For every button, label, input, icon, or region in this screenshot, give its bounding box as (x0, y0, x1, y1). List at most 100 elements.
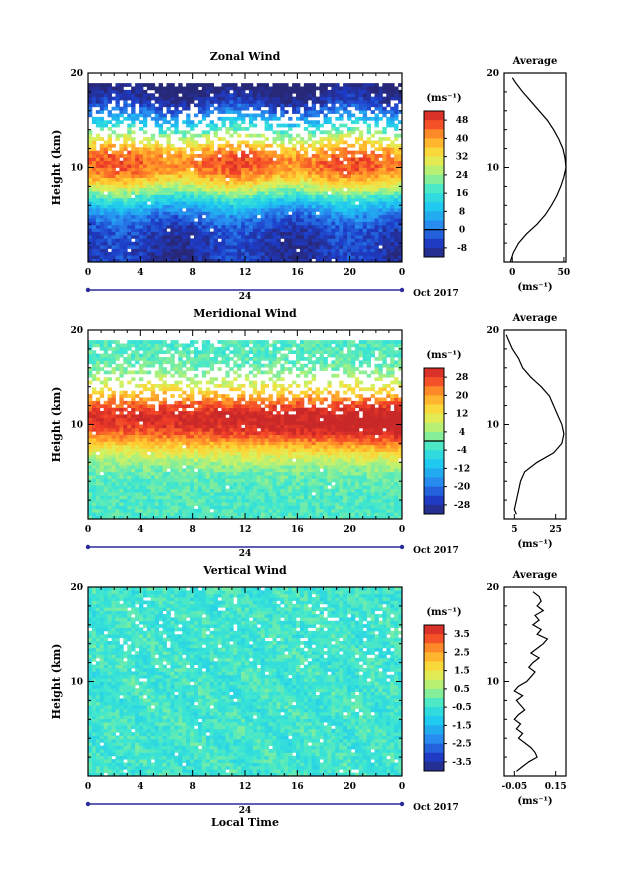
heatmap-cell (362, 187, 368, 192)
heatmap-cell (299, 103, 305, 108)
heatmap-cell (394, 231, 399, 236)
heatmap-cell (115, 157, 120, 162)
heatmap-cell (386, 485, 391, 490)
heatmap-cell (374, 515, 379, 520)
heatmap-cell (311, 481, 317, 486)
heatmap-cell (370, 100, 375, 104)
heatmap-cell (217, 201, 222, 206)
heatmap-cell (237, 251, 242, 256)
heatmap-cell (99, 137, 105, 141)
heatmap-cell (150, 508, 156, 513)
heatmap-cell (150, 116, 156, 121)
heatmap-cell (103, 184, 109, 189)
heatmap-cell (284, 255, 289, 260)
heatmap-cell (390, 106, 395, 111)
heatmap-cell (95, 150, 101, 155)
heatmap-cell (327, 235, 332, 239)
heatmap-cell (217, 184, 222, 189)
heatmap-cell (233, 481, 238, 486)
heatmap-cell (358, 133, 364, 138)
heatmap-cell (221, 478, 226, 483)
heatmap-cell (343, 194, 348, 199)
colorbar-segment (424, 220, 444, 231)
heatmap-cell (398, 255, 403, 260)
heatmap-cell (123, 133, 128, 138)
heatmap-cell (386, 110, 391, 114)
heatmap-cell (190, 154, 195, 158)
heatmap-cell (252, 191, 258, 195)
heatmap-cell (233, 160, 238, 165)
heatmap-cell (296, 508, 301, 513)
heatmap-cell (170, 245, 175, 249)
heatmap-cell (193, 164, 199, 168)
heatmap-cell (166, 231, 171, 236)
heatmap-cell (178, 235, 183, 239)
heatmap-cell (299, 86, 305, 91)
heatmap-cell (264, 505, 269, 510)
heatmap-cell (303, 113, 309, 118)
heatmap-cell (327, 164, 332, 168)
heatmap-cell (111, 468, 116, 473)
heatmap-cell (233, 150, 238, 155)
heatmap-cell (91, 241, 97, 246)
heatmap-cell (193, 485, 199, 490)
heatmap-cell (88, 197, 93, 202)
heatmap-cell (331, 251, 336, 256)
heatmap-cell (217, 167, 222, 172)
heatmap-cell (146, 204, 152, 209)
heatmap-cell (103, 83, 109, 87)
heatmap-cell (190, 245, 195, 249)
heatmap-cell (394, 218, 399, 222)
x-tick-label: 16 (291, 268, 304, 278)
heatmap-cell (303, 140, 309, 145)
heatmap-cell (256, 89, 262, 94)
heatmap-cell (241, 164, 246, 168)
heatmap-cell (386, 235, 391, 239)
heatmap-cell (248, 204, 254, 209)
heatmap-cell (280, 154, 285, 158)
heatmap-cell (158, 208, 163, 212)
heatmap-cell (315, 492, 320, 496)
heatmap-cell (323, 106, 328, 111)
heatmap-cell (166, 147, 171, 152)
heatmap-cell (264, 191, 269, 195)
heatmap-cell (241, 208, 246, 212)
heatmap-cell (111, 143, 116, 148)
heatmap-cell (299, 502, 305, 506)
heatmap-cell (107, 218, 112, 222)
heatmap-cell (115, 224, 120, 229)
heatmap-cell (390, 251, 395, 256)
heatmap-cell (213, 93, 218, 98)
heatmap-cell (127, 83, 132, 87)
heatmap-cell (319, 218, 324, 222)
heatmap-cell (107, 475, 112, 479)
heatmap-cell (296, 110, 301, 114)
heatmap-cell (158, 167, 163, 172)
heatmap-cell (237, 508, 242, 513)
heatmap-cell (91, 89, 97, 94)
heatmap-cell (284, 498, 289, 503)
heatmap-cell (221, 475, 226, 479)
heatmap-cell (186, 508, 191, 513)
heatmap-cell (347, 204, 352, 209)
heatmap-cell (245, 113, 250, 118)
heatmap-cell (146, 505, 152, 510)
heatmap-cell (115, 133, 120, 138)
heatmap-cell (358, 106, 364, 111)
heatmap-cell (88, 478, 93, 483)
heatmap-cell (139, 177, 144, 182)
heatmap-cell (354, 103, 360, 108)
heatmap-cell (366, 241, 372, 246)
heatmap-cell (135, 471, 140, 476)
heatmap-cell (123, 160, 128, 165)
heatmap-cell (358, 100, 364, 104)
heatmap-cell (178, 241, 183, 246)
heatmap-cell (115, 191, 120, 195)
heatmap-cell (174, 191, 179, 195)
heatmap-cell (394, 201, 399, 206)
heatmap-cell (343, 478, 348, 483)
heatmap-cell (343, 133, 348, 138)
heatmap-cell (366, 251, 372, 256)
heatmap-cell (394, 110, 399, 114)
heatmap-cell (225, 83, 230, 87)
